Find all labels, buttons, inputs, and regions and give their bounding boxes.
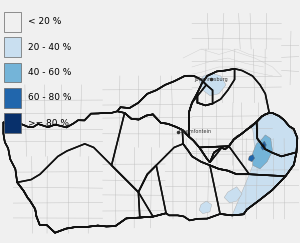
Polygon shape [17,144,166,233]
Polygon shape [253,135,272,169]
Polygon shape [262,144,265,147]
Polygon shape [3,76,206,233]
Polygon shape [248,155,255,162]
Polygon shape [224,187,242,203]
FancyBboxPatch shape [4,12,21,32]
Text: >= 80 %: >= 80 % [28,119,69,128]
Polygon shape [197,69,235,105]
Polygon shape [256,113,297,156]
Text: Johannesburg: Johannesburg [194,77,228,82]
Polygon shape [199,73,226,95]
FancyBboxPatch shape [4,63,21,82]
Polygon shape [3,111,297,233]
Polygon shape [261,141,266,150]
Text: < 20 %: < 20 % [28,17,62,26]
Polygon shape [199,201,212,214]
Polygon shape [182,122,296,176]
FancyBboxPatch shape [4,113,21,133]
Text: 60 - 80 %: 60 - 80 % [28,93,72,102]
Text: 40 - 60 %: 40 - 60 % [28,68,71,77]
Text: 20 - 40 %: 20 - 40 % [28,43,71,52]
Text: Bloemfontein: Bloemfontein [178,129,211,134]
Polygon shape [117,76,213,137]
FancyBboxPatch shape [4,88,21,108]
FancyBboxPatch shape [4,37,21,57]
Polygon shape [189,69,269,148]
Polygon shape [138,144,286,220]
Polygon shape [232,113,297,215]
